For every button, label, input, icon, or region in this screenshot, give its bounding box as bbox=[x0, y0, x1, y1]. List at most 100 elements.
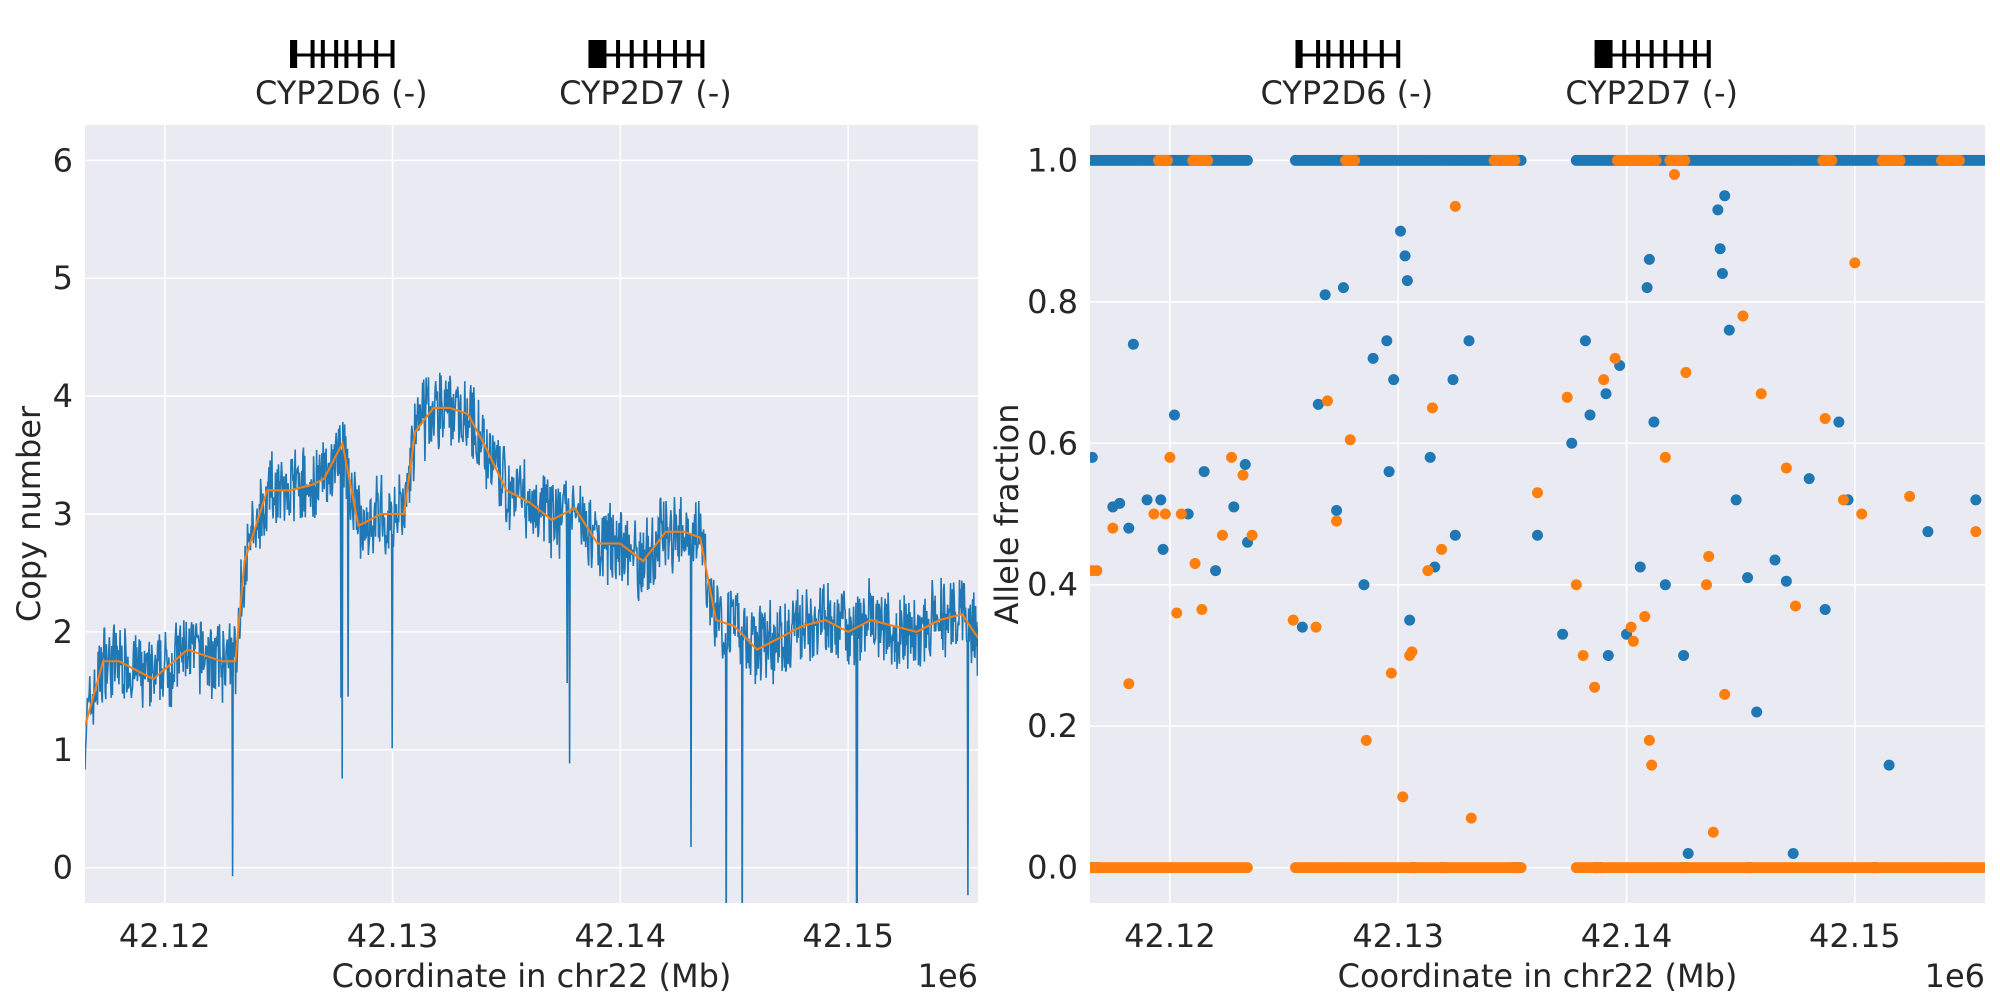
allele-point-orange bbox=[1826, 154, 1838, 166]
allele-point-orange bbox=[1241, 862, 1253, 874]
allele-point-orange bbox=[1406, 646, 1418, 658]
allele-point-orange bbox=[1226, 451, 1238, 463]
allele-point-blue bbox=[1463, 335, 1475, 347]
exon-mark bbox=[1379, 40, 1384, 68]
exon-mark bbox=[1599, 40, 1604, 68]
allele-point-blue bbox=[1659, 579, 1671, 591]
gene-track: CYP2D7 (-) bbox=[559, 40, 732, 112]
allele-point-blue bbox=[1395, 225, 1407, 237]
allele-point-blue bbox=[1787, 847, 1799, 859]
y-tick-label: 2 bbox=[53, 613, 73, 651]
exon-mark bbox=[310, 40, 315, 68]
allele-point-blue bbox=[1239, 458, 1251, 470]
allele-point-blue bbox=[1381, 335, 1393, 347]
allele-point-blue bbox=[1682, 847, 1694, 859]
allele-point-blue bbox=[1648, 416, 1660, 428]
allele-point-orange bbox=[1175, 508, 1187, 520]
y-axis-label: Copy number bbox=[10, 405, 48, 622]
allele-point-blue bbox=[1312, 398, 1324, 410]
allele-point-blue bbox=[1449, 529, 1461, 541]
allele-point-blue bbox=[1641, 282, 1653, 294]
allele-point-orange bbox=[1570, 579, 1582, 591]
allele-point-orange bbox=[1287, 614, 1299, 626]
exon-mark bbox=[700, 40, 705, 68]
exon-mark bbox=[600, 40, 605, 68]
allele-point-orange bbox=[1107, 522, 1119, 534]
x-tick-label: 42.15 bbox=[1809, 917, 1901, 955]
allele-point-blue bbox=[1769, 554, 1781, 566]
allele-point-blue bbox=[1296, 621, 1308, 633]
allele-point-orange bbox=[1819, 413, 1831, 425]
allele-point-orange bbox=[1970, 526, 1982, 538]
allele-point-orange bbox=[1646, 759, 1658, 771]
exon-mark bbox=[643, 40, 648, 68]
gene-label: CYP2D7 (-) bbox=[559, 74, 732, 112]
allele-point-blue bbox=[1557, 628, 1569, 640]
copy-number-panel: 0 1 2 3 4 5 6 42.12 42.13 42.14 42.15 Coordinate in… bbox=[10, 40, 978, 995]
allele-point-blue bbox=[1198, 466, 1210, 478]
x-tick-label: 42.15 bbox=[802, 917, 894, 955]
allele-point-orange bbox=[1780, 462, 1792, 474]
exon-mark bbox=[1295, 40, 1302, 68]
allele-point-orange bbox=[1349, 154, 1361, 166]
x-offset-label: 1e6 bbox=[1925, 957, 1985, 995]
exon-mark bbox=[1635, 40, 1640, 68]
allele-point-blue bbox=[1168, 409, 1180, 421]
y-tick-label: 0.4 bbox=[1027, 566, 1078, 604]
allele-point-orange bbox=[1397, 791, 1409, 803]
allele-point-blue bbox=[1643, 253, 1655, 265]
allele-point-blue bbox=[1600, 388, 1612, 400]
y-tick-label: 0.8 bbox=[1027, 283, 1078, 321]
allele-point-blue bbox=[1107, 501, 1119, 513]
allele-point-orange bbox=[1310, 621, 1322, 633]
exon-mark bbox=[1622, 40, 1627, 68]
allele-point-blue bbox=[1819, 603, 1831, 615]
allele-point-blue bbox=[1833, 416, 1845, 428]
allele-point-orange bbox=[1515, 862, 1527, 874]
allele-point-orange bbox=[1625, 621, 1637, 633]
allele-point-orange bbox=[1216, 529, 1228, 541]
gene-track: CYP2D6 (-) bbox=[1261, 40, 1434, 112]
allele-point-orange bbox=[1321, 395, 1333, 407]
allele-point-blue bbox=[1970, 494, 1982, 506]
allele-point-orange bbox=[1237, 469, 1249, 481]
y-tick-label: 0 bbox=[53, 849, 73, 887]
allele-point-orange bbox=[1589, 681, 1601, 693]
allele-point-orange bbox=[1700, 579, 1712, 591]
allele-point-orange bbox=[1703, 550, 1715, 562]
allele-point-blue bbox=[1714, 243, 1726, 255]
gene-label: CYP2D6 (-) bbox=[255, 74, 428, 112]
x-tick-label: 42.14 bbox=[575, 917, 667, 955]
allele-point-blue bbox=[1447, 374, 1459, 386]
copy-number-raw-line bbox=[85, 372, 978, 903]
exon-mark bbox=[673, 40, 678, 68]
y-tick-label: 5 bbox=[53, 259, 73, 297]
allele-point-orange bbox=[1849, 257, 1861, 269]
allele-point-orange bbox=[1159, 508, 1171, 520]
allele-point-blue bbox=[1155, 494, 1167, 506]
allele-point-orange bbox=[1719, 688, 1731, 700]
exon-mark bbox=[1298, 40, 1303, 68]
allele-point-blue bbox=[1730, 494, 1742, 506]
gene-label: CYP2D6 (-) bbox=[1261, 74, 1434, 112]
y-tick-label: 0.6 bbox=[1027, 424, 1078, 462]
allele-point-orange bbox=[1789, 600, 1801, 612]
allele-point-blue bbox=[1358, 579, 1370, 591]
exon-mark bbox=[357, 40, 362, 68]
exon-mark bbox=[616, 40, 621, 68]
data-layer bbox=[85, 372, 978, 903]
exon-mark bbox=[657, 40, 662, 68]
allele-point-orange bbox=[1090, 565, 1098, 577]
allele-point-blue bbox=[1383, 466, 1395, 478]
allele-point-orange bbox=[1161, 154, 1173, 166]
allele-point-orange bbox=[1643, 734, 1655, 746]
exon-mark bbox=[293, 40, 298, 68]
allele-point-orange bbox=[1627, 635, 1639, 647]
allele-point-blue bbox=[1780, 575, 1792, 587]
exon-mark bbox=[1663, 40, 1668, 68]
gene-track: CYP2D6 (-) bbox=[255, 40, 428, 112]
allele-point-orange bbox=[1856, 508, 1868, 520]
allele-point-blue bbox=[1157, 543, 1169, 555]
allele-point-orange bbox=[1680, 367, 1692, 379]
